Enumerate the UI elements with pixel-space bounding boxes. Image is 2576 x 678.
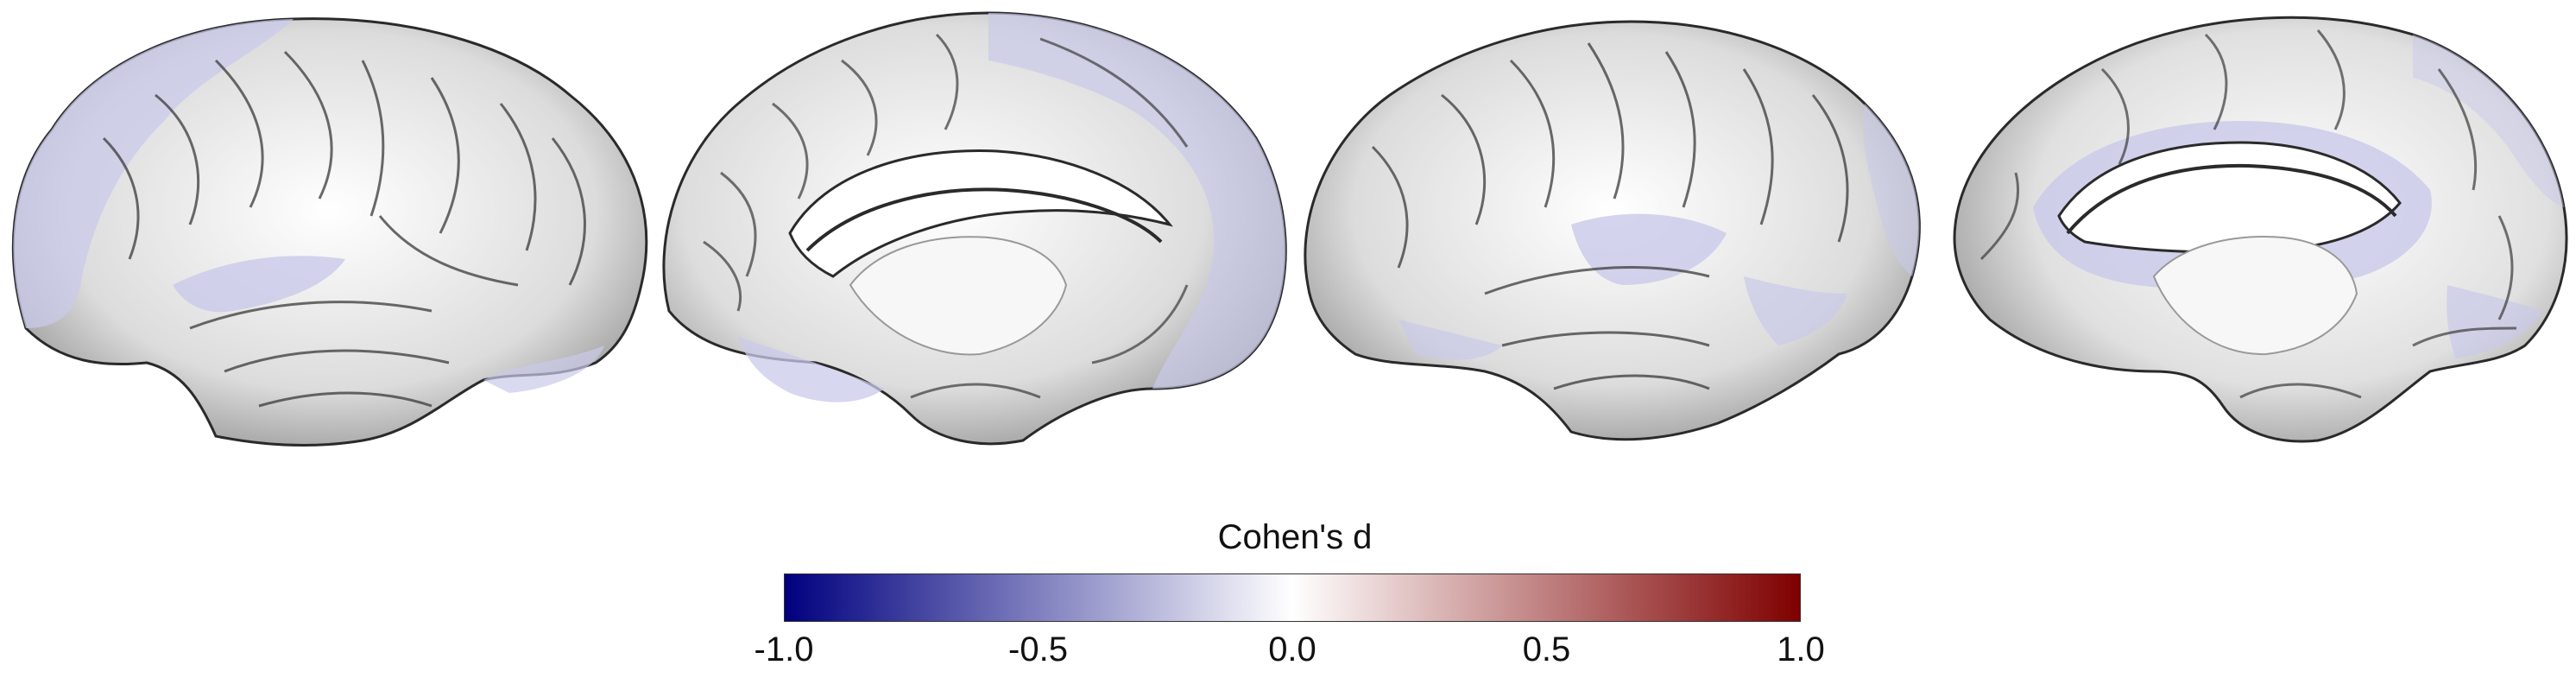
brain-right-lateral [1304,20,1921,441]
colorbar-title: Cohen's d [1217,518,1373,556]
colorbar-tick-label: 1.0 [1777,630,1825,668]
brain-right-medial [1953,16,2568,443]
colorbar-tick-label: -0.5 [1008,630,1068,668]
colorbar-gradient [784,573,1801,622]
colorbar-tick-label: 0.5 [1522,630,1571,668]
brain-left-lateral [11,17,648,447]
colorbar-tick-label: -1.0 [754,630,814,668]
brain-left-medial [662,11,1287,446]
colorbar-tick-label: 0.0 [1268,630,1316,668]
